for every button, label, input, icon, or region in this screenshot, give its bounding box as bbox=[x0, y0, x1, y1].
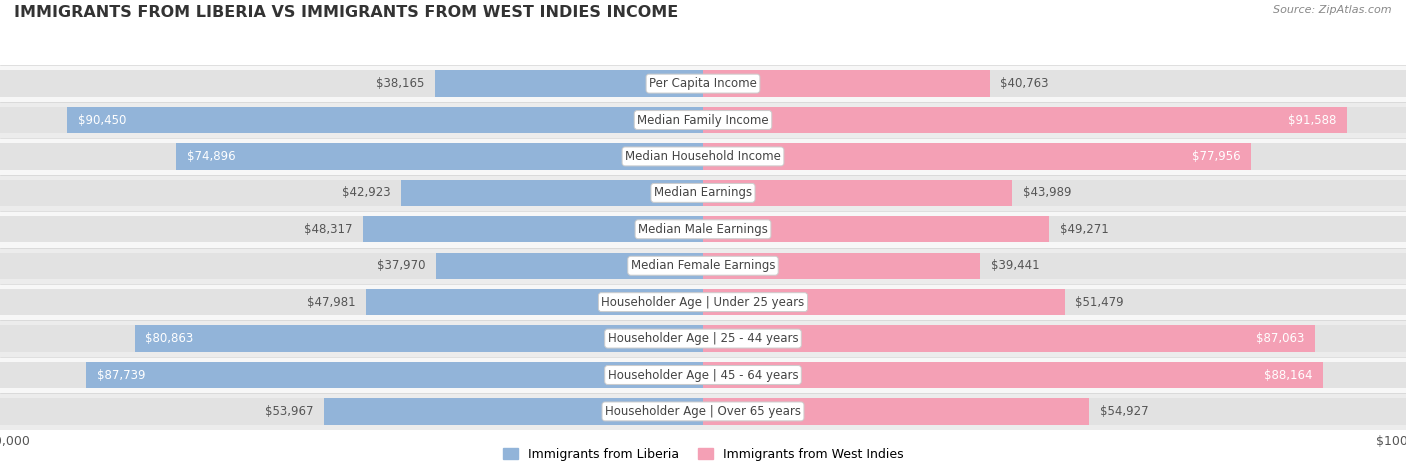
Bar bbox=[703, 143, 1406, 170]
Bar bbox=[703, 362, 1323, 388]
Text: Householder Age | 25 - 44 years: Householder Age | 25 - 44 years bbox=[607, 332, 799, 345]
Text: $91,588: $91,588 bbox=[1288, 113, 1336, 127]
Bar bbox=[0, 362, 703, 388]
Bar bbox=[0, 248, 1406, 284]
Text: Householder Age | Over 65 years: Householder Age | Over 65 years bbox=[605, 405, 801, 418]
Bar bbox=[0, 143, 703, 170]
Bar bbox=[0, 102, 1406, 138]
Bar bbox=[0, 357, 1406, 393]
Bar bbox=[0, 325, 703, 352]
Bar bbox=[0, 216, 703, 242]
Text: $37,970: $37,970 bbox=[377, 259, 426, 272]
Text: $74,896: $74,896 bbox=[187, 150, 236, 163]
Text: $87,739: $87,739 bbox=[97, 368, 145, 382]
Bar bbox=[86, 362, 703, 388]
Text: Median Female Earnings: Median Female Earnings bbox=[631, 259, 775, 272]
Bar bbox=[401, 180, 703, 206]
Bar bbox=[177, 143, 703, 170]
Legend: Immigrants from Liberia, Immigrants from West Indies: Immigrants from Liberia, Immigrants from… bbox=[503, 448, 903, 461]
Bar bbox=[703, 180, 1406, 206]
Text: $40,763: $40,763 bbox=[1000, 77, 1049, 90]
Bar bbox=[703, 289, 1406, 315]
Bar bbox=[703, 180, 1012, 206]
Bar bbox=[703, 362, 1406, 388]
Bar bbox=[703, 107, 1347, 133]
Text: $53,967: $53,967 bbox=[264, 405, 314, 418]
Bar bbox=[703, 325, 1315, 352]
Bar bbox=[703, 253, 980, 279]
Bar bbox=[703, 216, 1049, 242]
Bar bbox=[0, 138, 1406, 175]
Bar bbox=[323, 398, 703, 425]
Bar bbox=[0, 289, 703, 315]
Text: Median Family Income: Median Family Income bbox=[637, 113, 769, 127]
Text: $47,981: $47,981 bbox=[307, 296, 356, 309]
Bar bbox=[0, 320, 1406, 357]
Text: $88,164: $88,164 bbox=[1264, 368, 1312, 382]
Bar bbox=[0, 175, 1406, 211]
Bar bbox=[703, 143, 1251, 170]
Bar bbox=[436, 253, 703, 279]
Bar bbox=[703, 325, 1406, 352]
Bar bbox=[0, 107, 703, 133]
Text: Median Household Income: Median Household Income bbox=[626, 150, 780, 163]
Text: $90,450: $90,450 bbox=[77, 113, 127, 127]
Bar bbox=[363, 216, 703, 242]
Bar bbox=[0, 253, 703, 279]
Text: $51,479: $51,479 bbox=[1076, 296, 1123, 309]
Bar bbox=[703, 71, 1406, 97]
Text: $77,956: $77,956 bbox=[1192, 150, 1240, 163]
Text: $42,923: $42,923 bbox=[342, 186, 391, 199]
Text: $87,063: $87,063 bbox=[1256, 332, 1305, 345]
Text: Householder Age | Under 25 years: Householder Age | Under 25 years bbox=[602, 296, 804, 309]
Bar bbox=[366, 289, 703, 315]
Bar bbox=[0, 398, 703, 425]
Text: Median Male Earnings: Median Male Earnings bbox=[638, 223, 768, 236]
Bar bbox=[703, 216, 1406, 242]
Text: IMMIGRANTS FROM LIBERIA VS IMMIGRANTS FROM WEST INDIES INCOME: IMMIGRANTS FROM LIBERIA VS IMMIGRANTS FR… bbox=[14, 5, 678, 20]
Bar bbox=[703, 71, 990, 97]
Bar bbox=[0, 393, 1406, 430]
Bar bbox=[703, 289, 1064, 315]
Text: Householder Age | 45 - 64 years: Householder Age | 45 - 64 years bbox=[607, 368, 799, 382]
Text: $80,863: $80,863 bbox=[145, 332, 194, 345]
Text: $49,271: $49,271 bbox=[1060, 223, 1109, 236]
Bar bbox=[703, 107, 1406, 133]
Text: $54,927: $54,927 bbox=[1099, 405, 1149, 418]
Bar bbox=[0, 71, 703, 97]
Bar bbox=[703, 253, 1406, 279]
Text: $43,989: $43,989 bbox=[1022, 186, 1071, 199]
Bar bbox=[67, 107, 703, 133]
Bar bbox=[0, 284, 1406, 320]
Text: Median Earnings: Median Earnings bbox=[654, 186, 752, 199]
Bar bbox=[135, 325, 703, 352]
Bar bbox=[703, 398, 1090, 425]
Text: Source: ZipAtlas.com: Source: ZipAtlas.com bbox=[1274, 5, 1392, 14]
Text: Per Capita Income: Per Capita Income bbox=[650, 77, 756, 90]
Text: $39,441: $39,441 bbox=[991, 259, 1039, 272]
Text: $38,165: $38,165 bbox=[375, 77, 425, 90]
Bar bbox=[0, 180, 703, 206]
Bar bbox=[0, 211, 1406, 248]
Bar bbox=[703, 398, 1406, 425]
Bar bbox=[0, 65, 1406, 102]
Bar bbox=[434, 71, 703, 97]
Text: $48,317: $48,317 bbox=[304, 223, 353, 236]
